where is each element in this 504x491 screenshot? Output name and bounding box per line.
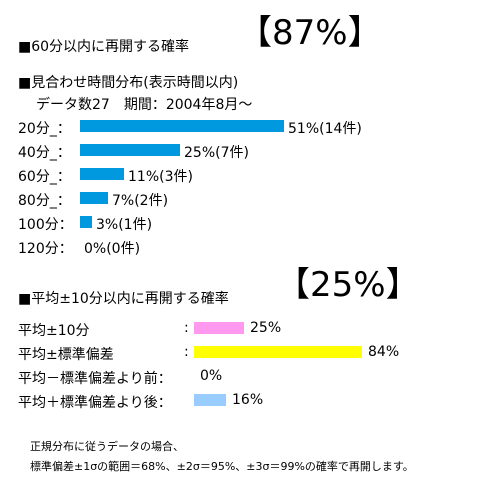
- bar: [80, 192, 108, 204]
- category-label: 平均±10分: [18, 323, 90, 339]
- separator: :: [184, 320, 189, 336]
- footnote-line-2: 標準偏差±1σの範囲＝68%、±2σ＝95%、±3σ＝99%の確率で再開します。: [30, 460, 414, 473]
- category-label: 平均±標準偏差: [18, 347, 114, 363]
- bar: [80, 144, 180, 156]
- bar: [80, 216, 92, 228]
- footnote-line-1: 正規分布に従うデータの場合、: [30, 440, 184, 453]
- category-label: 120分：: [18, 241, 73, 257]
- bar: [80, 168, 124, 180]
- bar: [80, 120, 284, 132]
- data-label: 51%(14件): [288, 121, 362, 137]
- data-label: 0%: [200, 368, 223, 384]
- category-label: 40分_：: [18, 145, 71, 161]
- distribution-heading: ■見合わせ時間分布(表示時間以内): [18, 75, 239, 91]
- probability-mean-heading: ■平均±10分以内に再開する確率: [18, 291, 229, 307]
- data-label: 0%(0件): [84, 241, 141, 257]
- separator: :: [184, 344, 189, 360]
- bar: [194, 346, 362, 358]
- probability-mean-value: 【25%】: [276, 265, 420, 305]
- data-label: 25%: [250, 320, 282, 336]
- data-label: 84%: [368, 344, 400, 360]
- category-label: 80分_：: [18, 193, 71, 209]
- distribution-subheading: データ数27 期間：2004年8月～: [36, 97, 253, 113]
- category-label: 60分_：: [18, 169, 71, 185]
- data-label: 11%(3件): [128, 169, 193, 185]
- category-label: 平均＋標準偏差より後：: [18, 395, 172, 411]
- bar: [194, 394, 226, 406]
- category-label: 平均－標準偏差より前：: [18, 371, 172, 387]
- data-label: 25%(7件): [184, 145, 249, 161]
- category-label: 100分：: [18, 217, 73, 233]
- probability-60min-value: 【87%】: [238, 13, 382, 53]
- category-label: 20分_：: [18, 121, 71, 137]
- data-label: 16%: [232, 392, 264, 408]
- bar: [194, 322, 244, 334]
- data-label: 7%(2件): [112, 193, 169, 209]
- probability-60min-heading: ■60分以内に再開する確率: [18, 39, 190, 55]
- data-label: 3%(1件): [96, 217, 153, 233]
